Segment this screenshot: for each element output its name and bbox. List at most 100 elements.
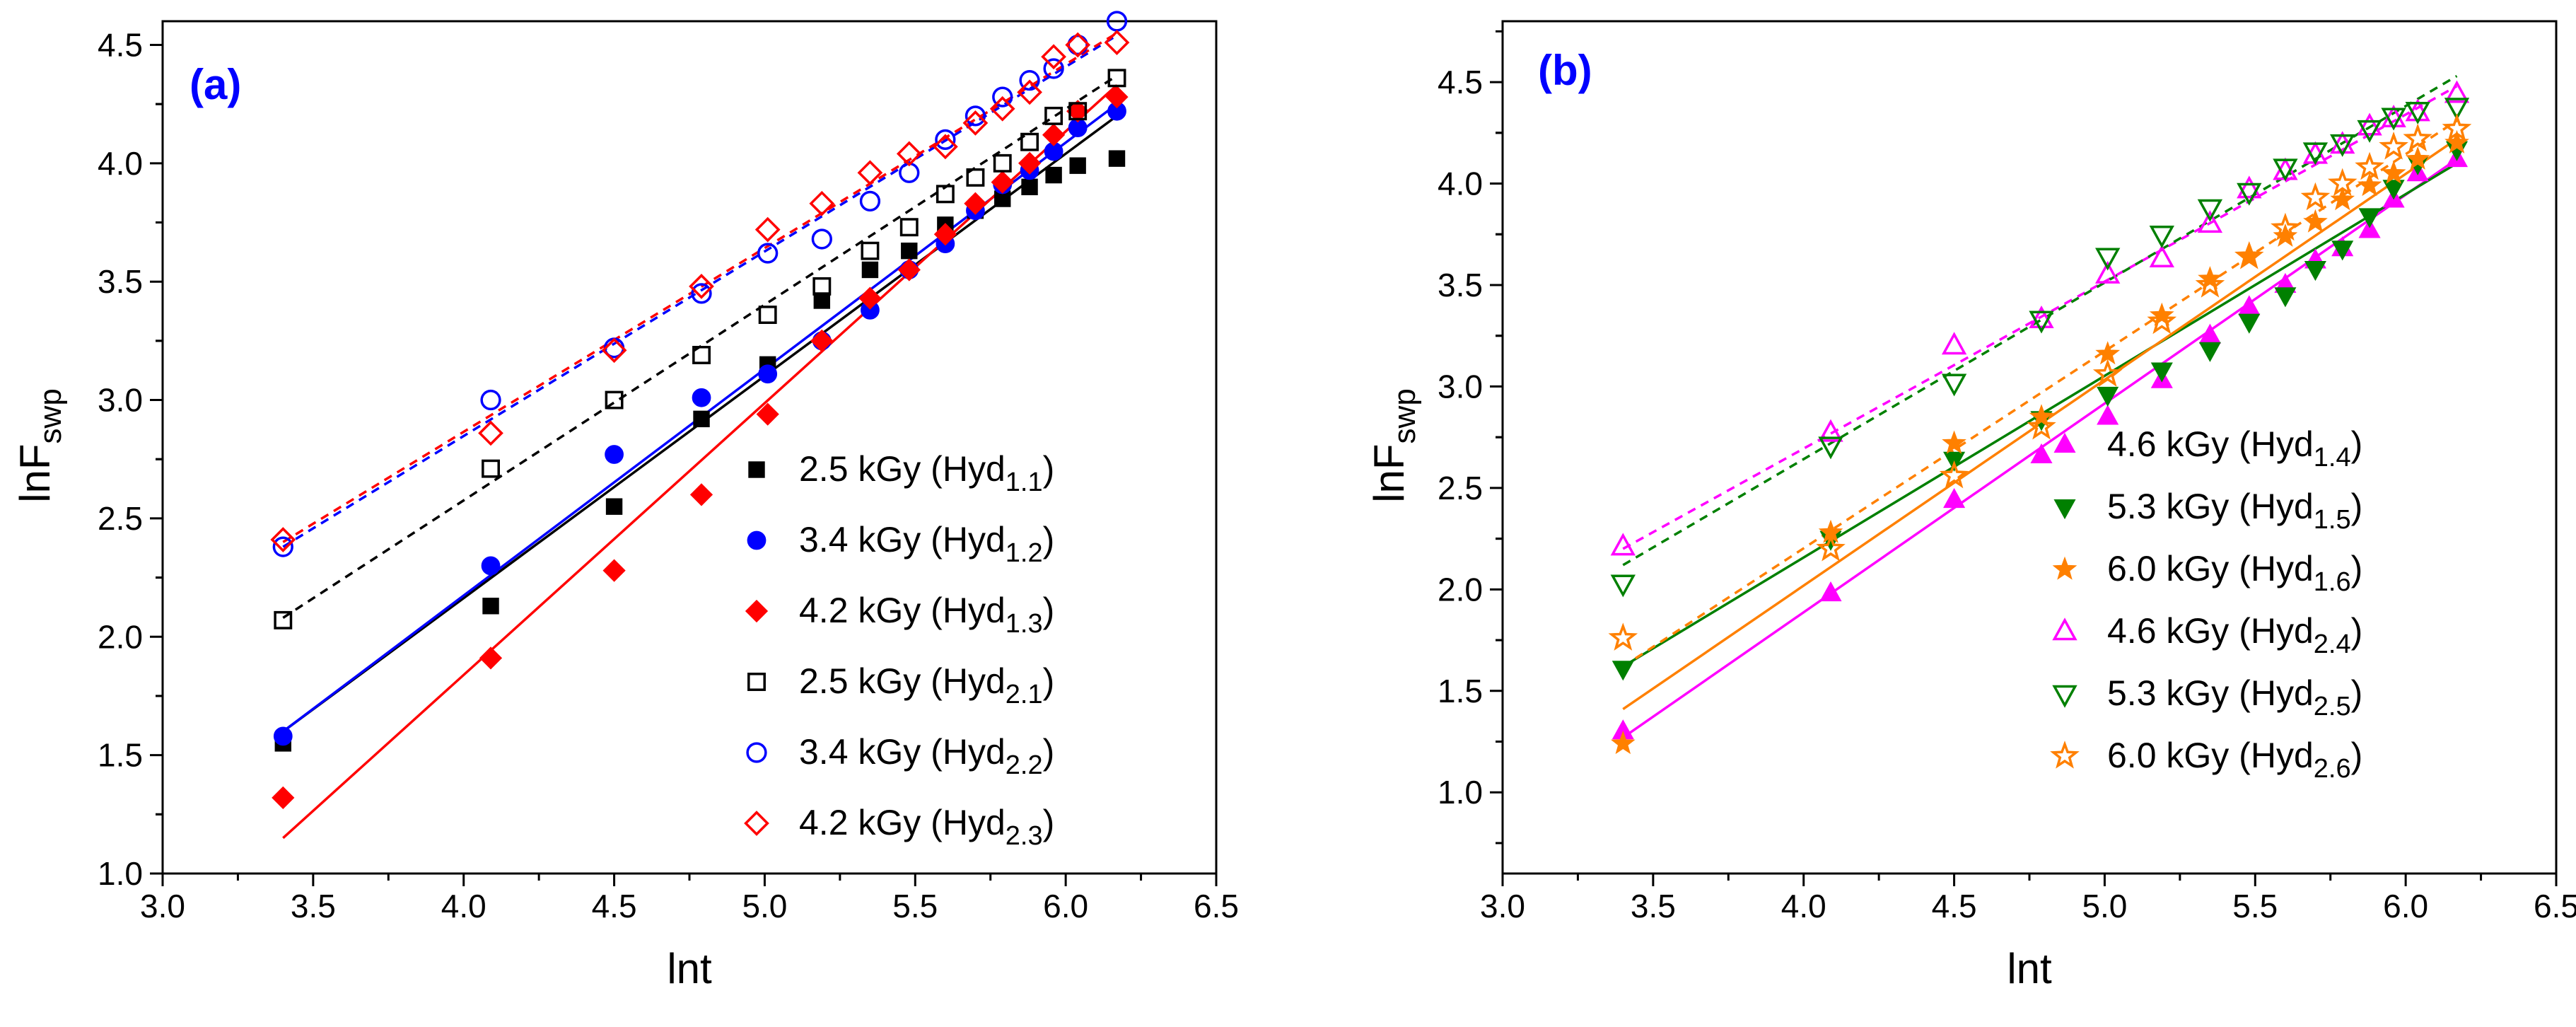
- data-point: [273, 726, 293, 746]
- panel-label: (b): [1538, 47, 1592, 94]
- panel-label: (a): [190, 61, 241, 108]
- data-point: [2357, 112, 2382, 136]
- data-point: [274, 610, 293, 629]
- data-point: [933, 134, 958, 160]
- data-point: [2304, 261, 2326, 282]
- legend-marker: [748, 461, 765, 478]
- data-point: [861, 241, 880, 260]
- data-point: [2029, 311, 2054, 334]
- x-tick-label: 6.5: [2534, 888, 2576, 924]
- data-point: [480, 389, 501, 411]
- legend-marker: [747, 673, 766, 691]
- data-point: [602, 559, 626, 582]
- data-point: [897, 258, 921, 282]
- data-point: [2149, 244, 2174, 267]
- data-point: [964, 105, 986, 127]
- x-tick-label: 4.0: [1781, 888, 1826, 924]
- x-tick-label: 4.5: [1932, 888, 1977, 924]
- legend-marker: [2053, 499, 2076, 520]
- data-point: [2097, 386, 2119, 407]
- data-point: [689, 274, 714, 299]
- data-point: [601, 337, 627, 364]
- data-point: [1941, 373, 1967, 397]
- data-point: [1610, 533, 1636, 556]
- data-point: [1107, 69, 1126, 88]
- data-point: [933, 223, 957, 246]
- y-tick-label: 4.5: [1438, 64, 1483, 100]
- data-point: [2330, 134, 2355, 157]
- x-tick-label: 3.0: [1480, 888, 1525, 924]
- data-point: [2198, 342, 2221, 362]
- x-tick-label: 5.5: [2232, 888, 2278, 924]
- data-point: [811, 228, 832, 250]
- x-tick-label: 5.5: [892, 888, 938, 924]
- data-point: [2327, 168, 2358, 197]
- y-tick-label: 3.5: [1438, 267, 1483, 303]
- x-tick-label: 3.5: [1631, 888, 1676, 924]
- y-tick-label: 2.0: [98, 618, 143, 655]
- data-point: [859, 190, 881, 212]
- data-point: [481, 556, 501, 576]
- y-axis-label: lnFswp: [11, 388, 68, 503]
- data-point: [962, 110, 989, 136]
- data-point: [936, 185, 955, 204]
- y-tick-label: 2.5: [1438, 470, 1483, 506]
- data-point: [989, 95, 1015, 122]
- legend-label: 6.0 kGy (Hyd2.6): [2107, 736, 2362, 784]
- data-point: [1017, 79, 1042, 105]
- data-point: [857, 160, 883, 186]
- data-point: [1818, 436, 1843, 460]
- data-point: [1045, 166, 1062, 184]
- data-point: [2331, 240, 2354, 261]
- data-point: [1018, 151, 1042, 175]
- data-point: [2198, 323, 2221, 344]
- data-point: [1021, 178, 1038, 196]
- data-point: [1608, 622, 1638, 651]
- data-point: [899, 218, 919, 237]
- data-point: [1069, 157, 1086, 174]
- data-point: [2405, 146, 2430, 170]
- y-tick-label: 3.0: [98, 382, 143, 419]
- data-points: [270, 11, 1130, 810]
- data-point: [2198, 266, 2222, 290]
- data-point: [2147, 306, 2177, 335]
- y-tick-label: 1.0: [1438, 774, 1483, 811]
- y-tick-label: 1.5: [98, 737, 143, 774]
- legend-marker: [747, 530, 767, 550]
- data-point: [1019, 70, 1040, 91]
- legend-marker: [746, 742, 767, 763]
- y-axis-label-main: lnF: [1365, 443, 1413, 502]
- y-tick-label: 4.0: [98, 145, 143, 182]
- data-point: [272, 536, 293, 557]
- y-tick-label: 2.0: [1438, 571, 1483, 608]
- data-point: [2097, 405, 2119, 425]
- legend-marker: [2052, 556, 2077, 580]
- x-axis-label: lnt: [667, 945, 712, 992]
- legend-label: 4.2 kGy (Hyd2.3): [799, 803, 1054, 851]
- x-tick-label: 4.0: [441, 888, 486, 924]
- legend-marker: [2050, 741, 2080, 769]
- data-point: [2330, 187, 2355, 211]
- data-point: [1941, 332, 1967, 355]
- data-point: [758, 306, 777, 325]
- data-point: [482, 459, 500, 478]
- legend-label: 2.5 kGy (Hyd1.1): [799, 449, 1054, 497]
- data-point: [813, 292, 831, 309]
- data-point: [693, 410, 710, 428]
- data-points: [1608, 80, 2472, 755]
- data-point: [1939, 460, 1969, 489]
- data-point: [2273, 223, 2298, 247]
- data-point: [1044, 106, 1063, 125]
- data-point: [482, 598, 499, 615]
- legend-marker: [744, 811, 769, 836]
- fit-lines: [282, 32, 1118, 840]
- data-point: [1942, 430, 1966, 454]
- axis-ticks: 3.0 3.5 4.0 4.5 5.0 5.5 6.0 6.5 1.0 1.5 2.0 2.5 3.0 3…: [98, 26, 1239, 924]
- data-point: [478, 420, 503, 446]
- data-point: [605, 445, 624, 464]
- data-point: [691, 283, 712, 304]
- data-point: [757, 243, 779, 264]
- data-point: [689, 483, 713, 506]
- data-point: [692, 388, 711, 407]
